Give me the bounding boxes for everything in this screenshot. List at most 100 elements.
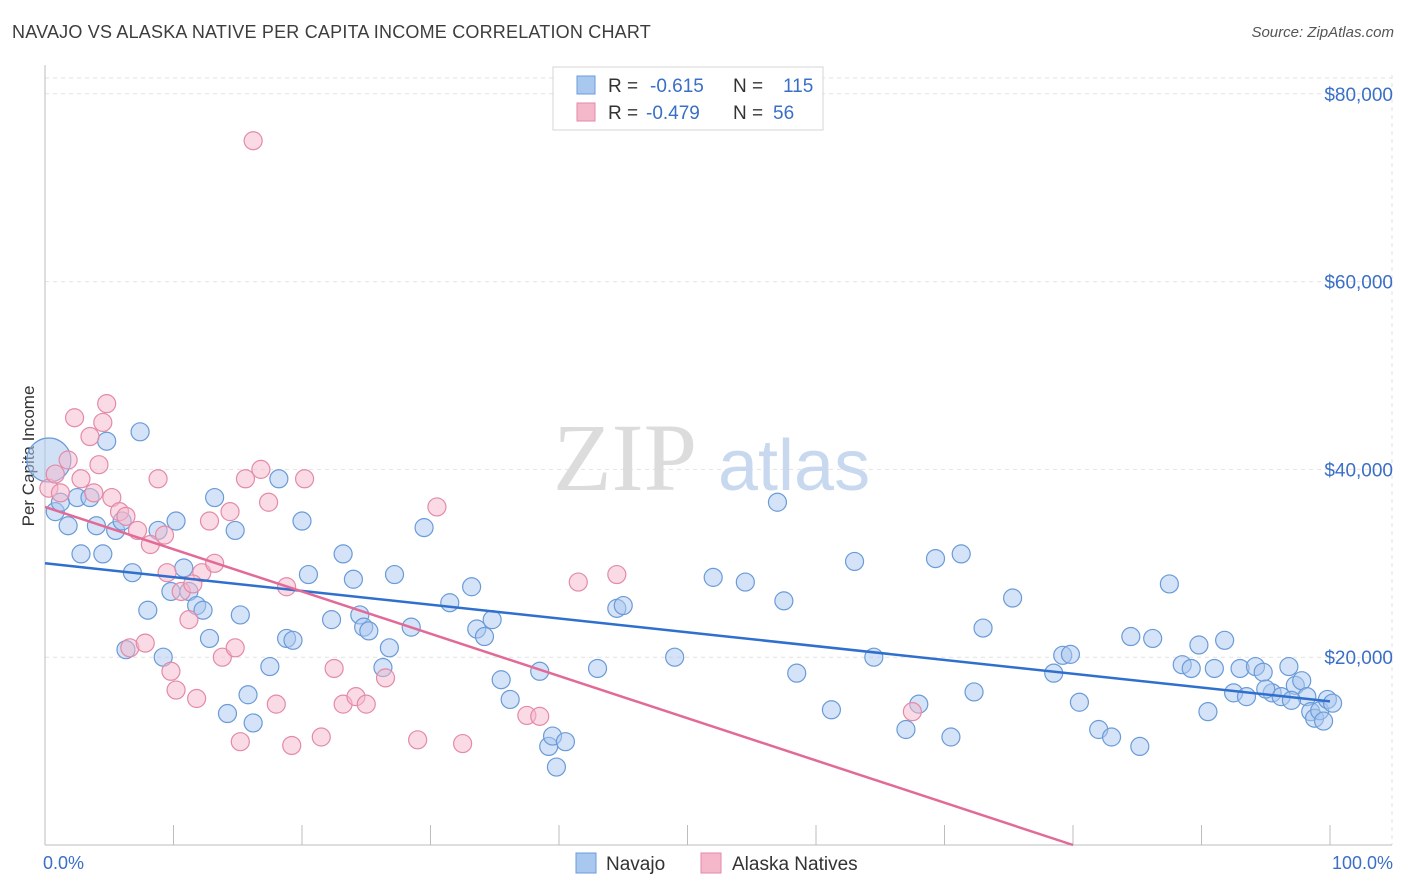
alaska-natives-point: [427, 497, 447, 517]
navajo-point: [1279, 656, 1299, 677]
navajo-point: [951, 544, 971, 564]
navajo-trend-line: [44, 562, 1331, 703]
navajo-point: [1215, 630, 1235, 650]
legend-n-label-alaska-natives: N =: [733, 103, 763, 124]
navajo-point: [292, 511, 312, 531]
alaska-natives-point: [568, 572, 588, 592]
legend-r-value-alaska-natives: -0.479: [646, 103, 700, 124]
navajo-point: [964, 682, 984, 702]
alaska-natives-point: [311, 727, 331, 747]
navajo-point: [283, 630, 303, 650]
navajo-point: [1253, 662, 1273, 682]
navajo-point: [665, 647, 685, 667]
alaska-natives-point: [356, 694, 376, 714]
navajo-point: [1204, 658, 1224, 679]
navajo-point: [613, 595, 633, 616]
alaska-natives-point: [97, 394, 117, 414]
navajo-point: [343, 569, 363, 589]
alaska-natives-point: [375, 668, 396, 688]
navajo-point: [735, 572, 755, 592]
alaska-natives-point: [64, 408, 85, 428]
alaska-natives-point: [179, 610, 199, 630]
navajo-point: [166, 511, 186, 531]
alaska-natives-point: [235, 469, 256, 489]
navajo-point: [93, 544, 113, 564]
alaska-natives-point: [84, 483, 104, 503]
alaska-natives-point: [58, 450, 78, 470]
alaska-natives-point: [166, 680, 186, 700]
alaska-natives-point: [80, 426, 100, 447]
navajo-point: [260, 656, 280, 677]
alaska-natives-point: [294, 469, 315, 489]
navajo-point: [703, 567, 723, 587]
navajo-point: [1130, 736, 1150, 757]
navajo-point: [130, 422, 150, 442]
navajo-point: [174, 558, 194, 578]
navajo-point: [767, 492, 788, 512]
y-tick-label: $80,000: [1324, 85, 1393, 106]
alaska-natives-point: [148, 469, 168, 489]
navajo-point: [193, 600, 213, 620]
navajo-point: [896, 719, 916, 740]
navajo-point: [1069, 692, 1090, 712]
legend-r-label-alaska-natives: R =: [608, 103, 638, 124]
navajo-point: [1101, 727, 1122, 747]
alaska-natives-point: [116, 506, 136, 526]
alaska-natives-point: [93, 412, 113, 433]
navajo-point: [546, 757, 567, 777]
navajo-point: [414, 518, 434, 538]
alaska-natives-point: [135, 633, 155, 653]
navajo-point: [225, 520, 245, 541]
navajo-point: [97, 431, 117, 451]
watermark-zip: ZIP: [553, 404, 697, 511]
correlation-legend: R = -0.615 N = 115 R = -0.479 N = 56: [552, 66, 824, 131]
legend-box: [552, 66, 824, 131]
legend-n-value-alaska-natives: 56: [773, 103, 794, 124]
navajo-point: [243, 713, 263, 733]
navajo-point: [359, 621, 379, 641]
navajo-point: [587, 658, 608, 679]
navajo-point: [1322, 693, 1343, 713]
navajo-point: [1313, 711, 1334, 731]
navajo-point: [787, 663, 807, 683]
alaska-natives-point: [71, 469, 91, 489]
navajo-point: [205, 487, 225, 508]
alaska-natives-point: [408, 730, 428, 750]
alaska-natives-point: [45, 464, 65, 484]
alaska-natives-point: [50, 483, 71, 503]
chart-title: NAVAJO VS ALASKA NATIVE PER CAPITA INCOM…: [12, 22, 651, 42]
trend-lines: [44, 505, 1331, 847]
navajo-point: [1281, 690, 1302, 710]
navajo-point: [1236, 687, 1257, 707]
navajo-point: [1003, 588, 1023, 608]
navajo-point: [1198, 702, 1218, 722]
alaska-natives-point: [902, 702, 922, 722]
series-legend-swatch-navajo: [575, 852, 597, 874]
navajo-point: [844, 551, 865, 572]
legend-r-label-navajo: R =: [608, 76, 638, 97]
alaska-natives-point: [607, 564, 627, 585]
navajo-point: [500, 689, 520, 710]
legend-swatch-navajo: [576, 75, 596, 95]
axis-ticks: $20,000 $40,000 $60,000 $80,000 0.0% 100.0%: [43, 85, 1393, 873]
navajo-point: [71, 544, 91, 564]
navajo-point: [440, 593, 460, 613]
navajo-point: [1060, 644, 1081, 664]
navajo-point: [333, 544, 353, 564]
alaska-natives-point: [161, 661, 181, 681]
y-tick-label: $60,000: [1324, 273, 1393, 294]
navajo-point: [238, 685, 258, 705]
x-tick-label-max: 100.0%: [1332, 853, 1393, 873]
series-legend: Navajo Alaska Natives: [575, 852, 858, 875]
x-tick-label-min: 0.0%: [43, 853, 84, 873]
navajo-point: [1121, 626, 1141, 647]
alaska-natives-point: [530, 706, 550, 726]
alaska-natives-point: [251, 459, 271, 479]
navajo-point: [269, 469, 289, 489]
navajo-point: [384, 564, 405, 585]
series-legend-swatch-alaska-natives: [700, 852, 722, 874]
navajo-point: [462, 577, 482, 597]
navajo-point: [199, 628, 220, 649]
y-tick-label: $20,000: [1324, 648, 1393, 669]
alaska-natives-point: [453, 733, 473, 754]
